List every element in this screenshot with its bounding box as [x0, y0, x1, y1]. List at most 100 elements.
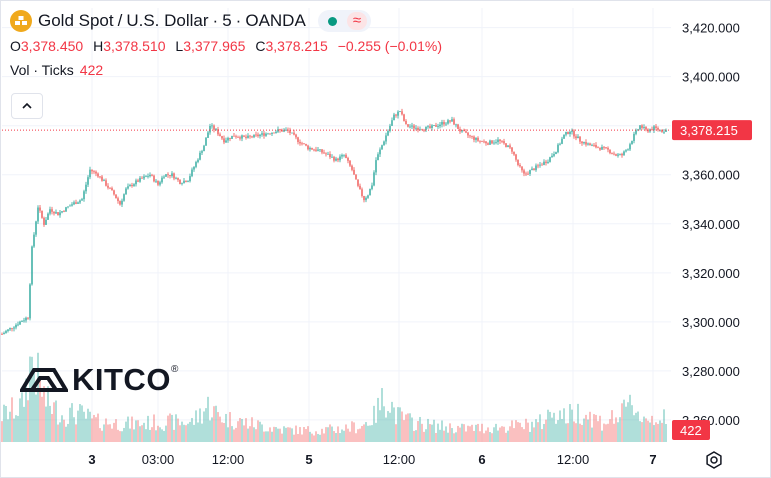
volume-bar	[191, 417, 193, 442]
volume-bar	[413, 430, 415, 442]
candle-body	[593, 144, 595, 146]
volume-bar	[329, 424, 331, 442]
time-axis[interactable]: 3 03:00 12:00 5 12:00 6 12:00 7	[88, 452, 656, 467]
candle-body	[91, 169, 93, 172]
high-value: 3,378.510	[103, 38, 166, 54]
candle-body	[477, 137, 479, 141]
volume-bar	[327, 427, 329, 442]
volume-bar	[373, 405, 375, 442]
ohlc-row: O3,378.450 H3,378.510 L3,377.965 C3,378.…	[10, 38, 448, 54]
candle-body	[399, 111, 401, 113]
volume-bar	[193, 424, 195, 442]
candle-body	[589, 143, 591, 146]
candle-body	[369, 188, 371, 196]
candle-body	[619, 153, 621, 155]
volume-bar	[429, 424, 431, 442]
candle-body	[543, 161, 545, 165]
volume-legend-row[interactable]: Vol · Ticks 422	[10, 62, 448, 78]
candle-body	[93, 171, 95, 173]
volume-bar	[275, 427, 277, 442]
candle-body	[49, 209, 51, 214]
candle-body	[615, 154, 617, 156]
volume-bar	[345, 424, 347, 442]
volume-bar	[209, 420, 211, 442]
candle-body	[147, 176, 149, 177]
candle-body	[297, 137, 299, 142]
volume-bar	[177, 418, 179, 442]
volume-bar	[189, 421, 191, 442]
candle-body	[259, 134, 261, 137]
candle-body	[217, 129, 219, 135]
volume-bar	[435, 432, 437, 442]
volume-bar	[65, 426, 67, 442]
low-value: 3,377.965	[183, 38, 246, 54]
volume-bar	[331, 426, 333, 442]
candle-body	[301, 143, 303, 145]
candle-body	[571, 130, 573, 132]
volume-bar	[499, 427, 501, 442]
candle-body	[307, 145, 309, 150]
volume-bar	[149, 429, 151, 442]
settings-gear-icon	[706, 451, 722, 469]
candle-body	[623, 151, 625, 156]
volume-bar	[187, 423, 189, 442]
time-tick-label: 7	[649, 452, 656, 467]
candle-body	[123, 194, 125, 201]
candle-body	[475, 137, 477, 140]
symbol-title[interactable]: Gold Spot / U.S. Dollar · 5 · OANDA	[38, 11, 306, 31]
candle-body	[97, 173, 99, 177]
candle-body	[481, 140, 483, 142]
candle-body	[293, 132, 295, 135]
volume-bar	[601, 430, 603, 442]
candle-body	[255, 134, 257, 136]
volume-bar	[657, 423, 659, 442]
collapse-legend-button[interactable]	[11, 93, 43, 119]
candle-body	[437, 126, 439, 127]
volume-bar	[135, 420, 137, 442]
volume-bar	[399, 407, 401, 442]
candle-body	[203, 145, 205, 152]
candle-body	[531, 168, 533, 171]
volume-bar	[491, 433, 493, 442]
volume-bars	[1, 352, 667, 442]
volume-bar	[631, 405, 633, 442]
volume-bar	[15, 415, 17, 442]
volume-bar	[111, 428, 113, 442]
volume-bar	[463, 424, 465, 442]
volume-bar	[475, 424, 477, 442]
candle-body	[159, 182, 161, 185]
volume-bar	[445, 426, 447, 442]
candle-body	[137, 180, 139, 182]
volume-bar	[659, 420, 661, 442]
chart-settings-button[interactable]	[703, 449, 725, 471]
candle-body	[233, 135, 235, 137]
volume-bar	[555, 423, 557, 442]
candle-body	[607, 147, 609, 150]
volume-bar	[411, 417, 413, 442]
candle-body	[621, 153, 623, 156]
volume-bar	[63, 419, 65, 442]
last-price-label: 3,378.215	[680, 123, 738, 138]
candle-body	[441, 122, 443, 125]
candle-body	[131, 184, 133, 186]
candle-body	[613, 153, 615, 155]
price-axis[interactable]: 3,420.0003,400.0003,380.0003,360.0003,34…	[682, 21, 740, 428]
candle-body	[351, 165, 353, 170]
volume-bar	[559, 410, 561, 442]
volume-bar	[131, 416, 133, 442]
candle-body	[521, 166, 523, 171]
volume-bar	[95, 417, 97, 442]
candle-body	[563, 134, 565, 139]
candle-body	[47, 213, 49, 220]
volume-bar	[179, 425, 181, 442]
volume-bar	[477, 423, 479, 442]
candle-body	[599, 147, 601, 150]
volume-bar	[205, 408, 207, 442]
candle-body	[339, 156, 341, 161]
candle-body	[57, 212, 59, 216]
candle-body	[299, 141, 301, 144]
candle-body	[397, 111, 399, 116]
volume-bar	[307, 426, 309, 442]
market-status-pill[interactable]: ≈	[317, 10, 372, 32]
